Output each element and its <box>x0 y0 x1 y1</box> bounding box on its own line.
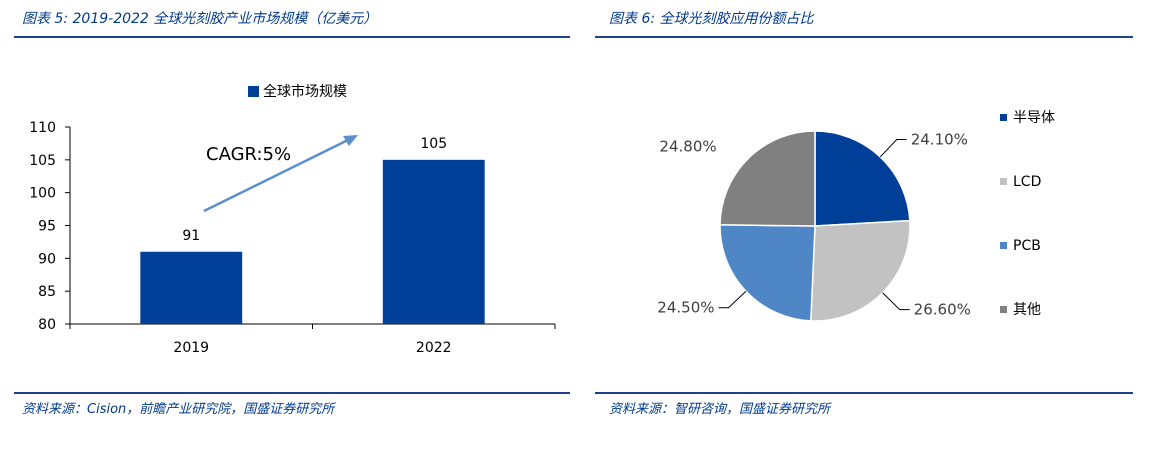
figure-5-title: 图表 5: 2019-2022 全球光刻胶产业市场规模（亿美元） <box>22 11 378 27</box>
bar-2022 <box>382 159 485 324</box>
legend-label: 全球市场规模 <box>263 83 347 100</box>
pie-chart-leader-lines <box>718 139 910 311</box>
pie-slice-LCD <box>810 219 911 322</box>
figure-6-title: 图表 6: 全球光刻胶应用份额占比 <box>609 11 814 27</box>
bar-chart-bars <box>140 159 485 324</box>
pie-chart-legend: 半导体 LCD PCB 其他 <box>1000 110 1055 318</box>
x-tick-label: 2022 <box>416 340 452 356</box>
pie-chart-value-labels: 24.10% 26.60% 24.50% 24.80% <box>657 131 971 319</box>
bar-data-label: 105 <box>420 136 447 152</box>
y-tick-label: 110 <box>29 120 56 136</box>
pie-chart-slices <box>719 130 911 322</box>
x-tick-label: 2019 <box>173 340 209 356</box>
cagr-arrowhead <box>343 135 358 146</box>
cagr-annotation: CAGR:5% <box>206 144 291 165</box>
y-tick-label: 85 <box>38 284 56 300</box>
figure-5-top-rule <box>14 36 570 38</box>
figure-6-source: 资料来源：智研咨询，国盛证券研究所 <box>609 402 831 417</box>
pie-value-label: 26.60% <box>914 301 971 319</box>
legend-label: 半导体 <box>1013 110 1055 126</box>
y-tick-label: 100 <box>29 186 56 202</box>
bar-chart-legend: 全球市场规模 <box>248 83 347 100</box>
bar-chart-labels: 91 2019 105 2022 <box>173 136 451 356</box>
y-tick-label: 105 <box>29 153 56 169</box>
leader-line <box>882 292 910 311</box>
pie-value-label: 24.50% <box>657 299 714 317</box>
bar-data-label: 91 <box>182 228 200 244</box>
leader-line <box>879 139 907 158</box>
pie-slice-其他 <box>719 130 816 227</box>
figure-5-source: 资料来源：Cision，前瞻产业研究院，国盛证券研究所 <box>22 402 335 417</box>
legend-label: 其他 <box>1013 302 1041 318</box>
bar-chart: 80 85 90 95 100 105 110 91 2019 105 2022 全球市场规模 C… <box>29 83 556 356</box>
figure-5-bottom-rule <box>14 392 570 394</box>
legend-swatch <box>1000 114 1007 121</box>
y-tick-label: 95 <box>38 219 56 235</box>
pie-chart: 24.10% 26.60% 24.50% 24.80% 半导体 LCD PCB 其他 <box>657 110 1055 322</box>
figure-6-bottom-rule <box>595 392 1133 394</box>
pie-slice-PCB <box>719 224 816 322</box>
leader-line <box>718 290 747 309</box>
legend-swatch <box>1000 242 1007 249</box>
pie-value-label: 24.10% <box>911 131 968 149</box>
pie-slice-半导体 <box>814 130 911 227</box>
cagr-arrow <box>203 137 351 213</box>
legend-swatch <box>248 86 259 97</box>
legend-label: LCD <box>1013 174 1041 190</box>
legend-swatch <box>1000 178 1007 185</box>
legend-label: PCB <box>1013 238 1041 254</box>
figure-6-panel: 图表 6: 全球光刻胶应用份额占比 24.10% 26.60% 24.50% 24.8… <box>595 0 1154 463</box>
y-tick-label: 90 <box>38 251 56 267</box>
pie-value-label: 24.80% <box>659 137 716 155</box>
y-tick-label: 80 <box>38 317 56 333</box>
bar-2019 <box>140 251 243 324</box>
legend-swatch <box>1000 306 1007 313</box>
figure-6-top-rule <box>595 36 1133 38</box>
figure-5-panel: 图表 5: 2019-2022 全球光刻胶产业市场规模（亿美元） 80 85 90 9… <box>0 0 575 463</box>
